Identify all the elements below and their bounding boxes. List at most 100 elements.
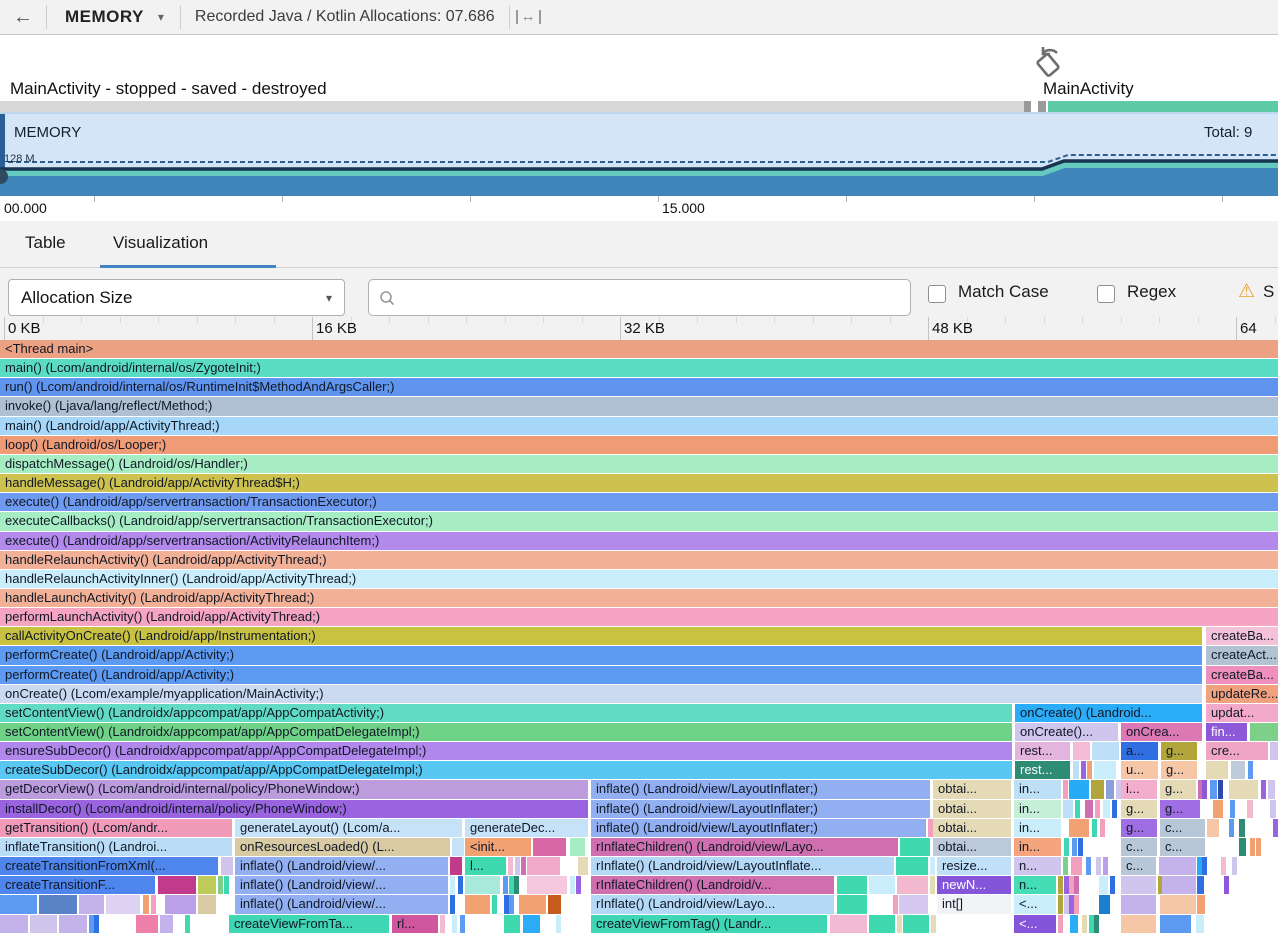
flame-segment[interactable]: g... — [1161, 761, 1197, 780]
flame-segment[interactable] — [452, 837, 464, 857]
flame-segment[interactable] — [504, 895, 509, 914]
flame-segment[interactable]: a... — [1121, 742, 1158, 761]
flame-segment[interactable] — [1071, 857, 1082, 876]
flame-segment[interactable] — [1218, 780, 1223, 799]
flame-segment[interactable]: execute() (Landroid/app/servertransactio… — [0, 531, 1278, 550]
flame-segment[interactable] — [1229, 780, 1258, 799]
flame-segment[interactable]: performLaunchActivity() (Landroid/app/Ac… — [0, 608, 1278, 627]
flame-segment[interactable] — [224, 876, 229, 895]
flame-segment[interactable]: ensureSubDecor() (Landroidx/appcompat/ap… — [0, 742, 1012, 761]
flame-segment[interactable] — [0, 914, 28, 933]
flame-segment[interactable] — [79, 895, 104, 914]
flame-segment[interactable]: createTransitionFromXml(... — [0, 857, 218, 876]
flame-segment[interactable]: i... — [1121, 780, 1157, 799]
flame-segment[interactable] — [450, 857, 462, 876]
flame-segment[interactable]: createAct... — [1206, 646, 1278, 665]
flame-segment[interactable]: g... — [1121, 799, 1157, 818]
flame-segment[interactable] — [1121, 914, 1156, 933]
flame-segment[interactable] — [1072, 837, 1077, 857]
flame-segment[interactable]: g... — [1160, 799, 1200, 818]
flame-segment[interactable] — [460, 914, 465, 933]
flame-segment[interactable]: createTransitionF... — [0, 876, 155, 895]
flame-segment[interactable] — [523, 914, 540, 933]
back-icon[interactable]: ← — [13, 5, 33, 28]
flame-segment[interactable]: performCreate() (Landroid/app/Activity;) — [0, 646, 1202, 665]
flame-segment[interactable] — [1063, 857, 1068, 876]
flame-segment[interactable]: onCreate() (Lcom/example/myapplication/M… — [0, 684, 1202, 703]
flame-segment[interactable]: obtai... — [933, 780, 1011, 799]
flame-segment[interactable]: inflate() (Landroid/view/... — [235, 895, 448, 914]
flame-segment[interactable]: main() (Lcom/android/internal/os/ZygoteI… — [0, 359, 1278, 378]
flame-segment[interactable] — [1074, 876, 1079, 895]
flame-segment[interactable] — [0, 895, 37, 914]
flame-segment[interactable] — [521, 857, 526, 876]
flame-segment[interactable] — [1160, 895, 1196, 914]
flame-segment[interactable] — [1206, 761, 1228, 780]
flame-segment[interactable]: <init... — [465, 837, 531, 857]
flame-segment[interactable] — [1081, 761, 1086, 780]
match-case-checkbox[interactable] — [928, 285, 946, 303]
flame-segment[interactable] — [1078, 837, 1083, 857]
flame-segment[interactable] — [897, 914, 902, 933]
flame-segment[interactable]: in... — [1014, 837, 1061, 857]
flame-segment[interactable] — [837, 895, 867, 914]
flame-segment[interactable]: inflate() (Landroid/view/... — [235, 857, 448, 876]
flame-segment[interactable] — [869, 914, 895, 933]
lifecycle-bar[interactable] — [0, 101, 1278, 112]
flame-segment[interactable] — [1094, 761, 1116, 780]
lifecycle-base-segment[interactable] — [0, 101, 1030, 112]
flame-segment[interactable] — [509, 895, 514, 914]
flame-segment[interactable] — [1158, 876, 1163, 895]
flame-segment[interactable]: rl... — [392, 914, 438, 933]
flame-segment[interactable] — [1058, 876, 1063, 895]
flame-segment[interactable] — [465, 895, 490, 914]
flame-segment[interactable] — [221, 857, 233, 876]
flame-segment[interactable] — [504, 914, 520, 933]
flame-segment[interactable]: c... — [1160, 818, 1205, 837]
flame-segment[interactable]: c... — [1160, 837, 1205, 857]
regex-checkbox[interactable] — [1097, 285, 1115, 303]
flame-segment[interactable]: onCreate() (Landroid... — [1015, 703, 1202, 723]
flame-segment[interactable] — [1273, 818, 1278, 837]
flame-segment[interactable]: executeCallbacks() (Landroid/app/servert… — [0, 512, 1278, 531]
flame-segment[interactable] — [1112, 799, 1117, 818]
flame-segment[interactable]: createSubDecor() (Landroidx/appcompat/ap… — [0, 761, 1012, 780]
flame-segment[interactable] — [533, 837, 566, 857]
flame-segment[interactable] — [508, 857, 513, 876]
flame-segment[interactable]: int[] — [937, 895, 1011, 914]
flame-segment[interactable] — [1073, 742, 1090, 761]
flame-segment[interactable]: getTransition() (Lcom/andr... — [0, 818, 232, 837]
flame-segment[interactable] — [930, 876, 935, 895]
flame-segment[interactable] — [548, 895, 561, 914]
flame-segment[interactable]: main() (Landroid/app/ActivityThread;) — [0, 416, 1278, 435]
flame-segment[interactable] — [515, 857, 520, 876]
flame-segment[interactable]: onCrea... — [1121, 723, 1202, 742]
flame-segment[interactable] — [1229, 818, 1234, 837]
flame-segment[interactable] — [1121, 895, 1156, 914]
flame-segment[interactable]: l... — [465, 857, 506, 876]
flame-segment[interactable]: resize... — [937, 857, 1011, 876]
flame-segment[interactable] — [450, 876, 455, 895]
flame-segment[interactable]: invoke() (Ljava/lang/reflect/Method;) — [0, 397, 1278, 416]
flame-segment[interactable]: inflate() (Landroid/view/LayoutInflater;… — [591, 818, 926, 837]
flame-segment[interactable] — [1202, 780, 1207, 799]
flame-segment[interactable]: rest... — [1015, 761, 1070, 780]
flame-segment[interactable]: inflate() (Landroid/view/LayoutInflater;… — [591, 780, 930, 799]
flame-segment[interactable]: <... — [1014, 895, 1056, 914]
flame-segment[interactable] — [1232, 857, 1237, 876]
flame-segment[interactable] — [1089, 914, 1094, 933]
flame-segment[interactable]: obtai... — [933, 818, 1011, 837]
lifecycle-segment[interactable] — [1024, 101, 1031, 112]
flame-segment[interactable] — [1100, 818, 1105, 837]
flame-segment[interactable] — [1121, 876, 1156, 895]
tab-table[interactable]: Table — [25, 233, 66, 252]
flame-segment[interactable] — [1092, 742, 1119, 761]
flame-segment[interactable] — [1063, 780, 1068, 799]
flame-segment[interactable] — [1110, 876, 1115, 895]
flame-segment[interactable] — [1202, 857, 1207, 876]
flame-segment[interactable]: handleRelaunchActivity() (Landroid/app/A… — [0, 550, 1278, 569]
flame-segment[interactable] — [1064, 876, 1069, 895]
flame-segment[interactable] — [458, 876, 463, 895]
flame-segment[interactable] — [1068, 799, 1073, 818]
flame-segment[interactable]: in... — [1014, 818, 1061, 837]
